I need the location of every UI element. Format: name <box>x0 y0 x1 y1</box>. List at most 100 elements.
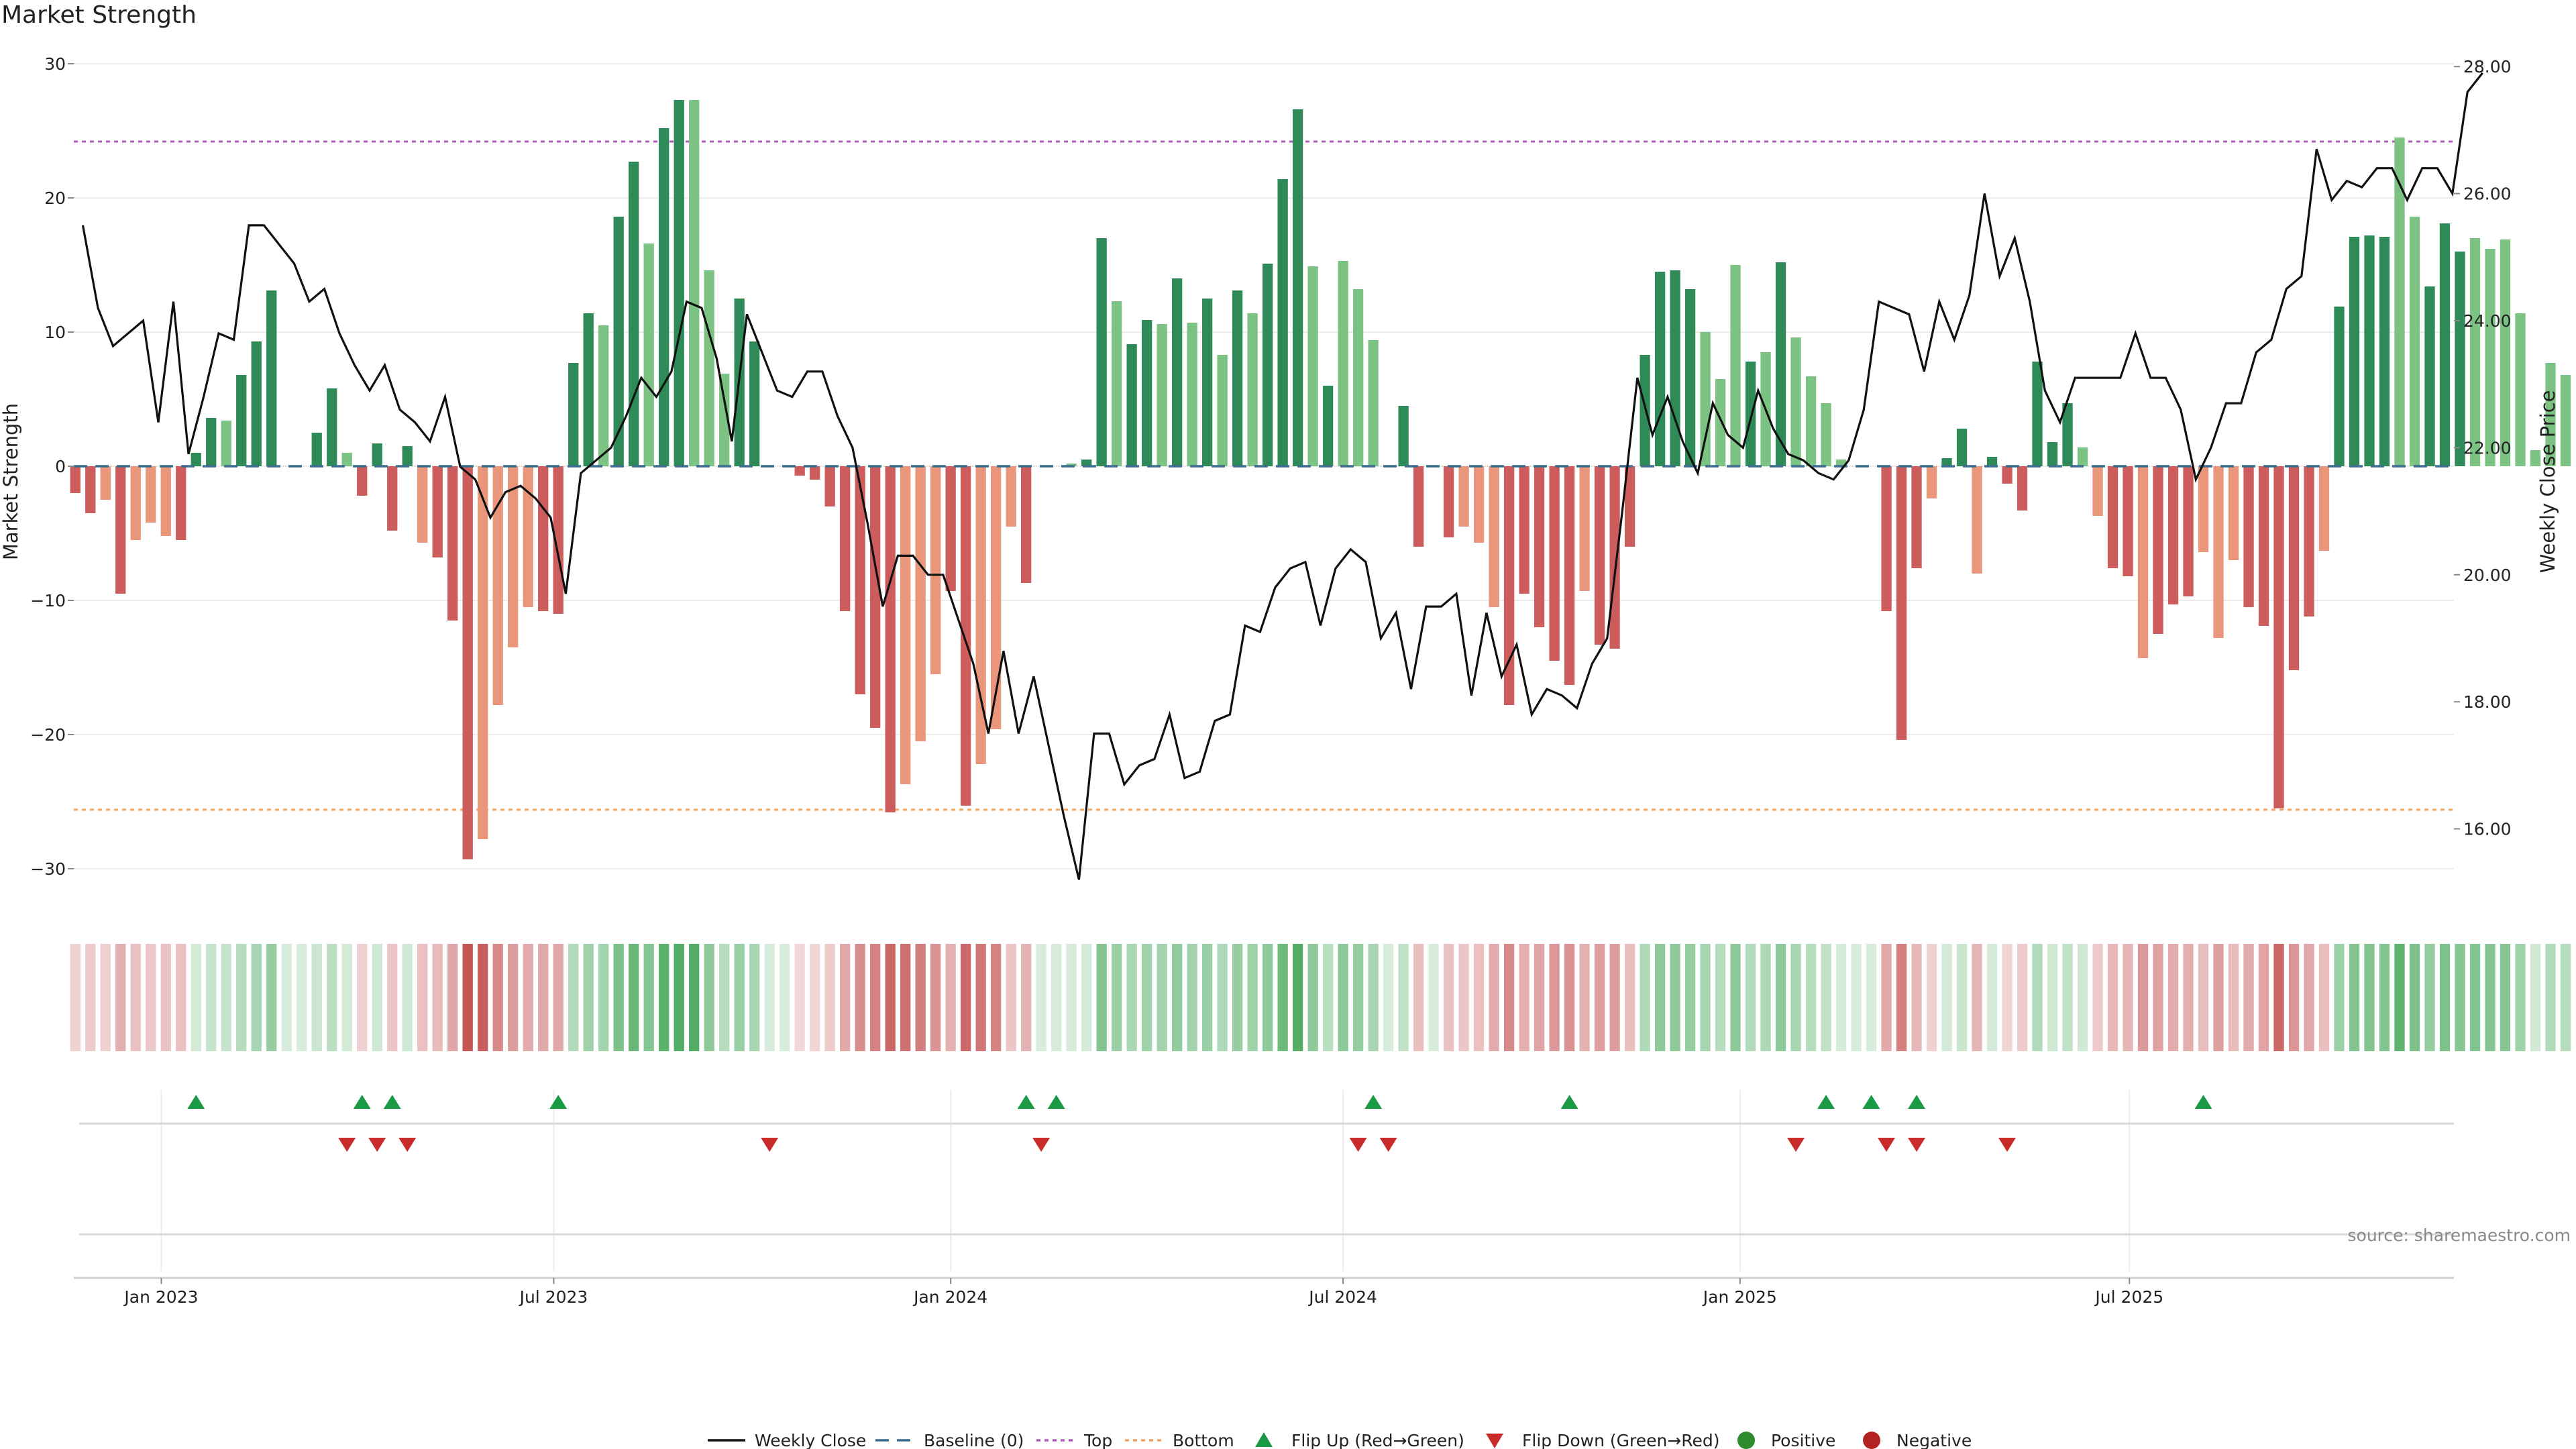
strength-bar <box>266 290 277 466</box>
heat-cell <box>1851 944 1862 1051</box>
heat-cell <box>1338 944 1348 1051</box>
strength-bar <box>1670 270 1680 466</box>
strength-bar <box>2198 466 2209 552</box>
flip-down-marker <box>338 1138 356 1152</box>
strength-bar <box>1579 466 1590 591</box>
heat-cell <box>1579 944 1590 1051</box>
heat-cell <box>613 944 624 1051</box>
heat-cell <box>2304 944 2314 1051</box>
x-tick-label: Jan 2024 <box>912 1287 987 1307</box>
strength-bar <box>2032 362 2043 466</box>
strength-bar <box>1926 466 1937 498</box>
heat-cell <box>1654 944 1666 1051</box>
strength-bar <box>176 466 186 540</box>
strength-bar <box>432 466 443 557</box>
heat-cell <box>991 944 1002 1051</box>
heat-cell <box>2455 944 2465 1051</box>
strength-bar <box>2002 466 2012 484</box>
strength-bar <box>2304 466 2314 616</box>
strength-bar <box>115 466 126 594</box>
heat-cell <box>266 944 277 1051</box>
strength-bar <box>2062 403 2073 466</box>
strength-bar <box>2123 466 2133 576</box>
heat-cell <box>749 944 760 1051</box>
legend-positive: Positive <box>1771 1431 1835 1449</box>
heat-cell <box>2243 944 2254 1051</box>
y2-axis-label: Weekly Close Price <box>2536 390 2559 574</box>
strength-bar <box>2213 466 2224 638</box>
strength-bar <box>1126 344 1137 466</box>
heat-cell <box>1926 944 1937 1051</box>
heat-cell <box>115 944 126 1051</box>
heat-cell <box>915 944 926 1051</box>
strength-bar <box>160 466 171 536</box>
heat-cell <box>1322 944 1334 1051</box>
heat-cell <box>2137 944 2149 1051</box>
heat-cell <box>855 944 865 1051</box>
strength-bar <box>1805 376 1817 466</box>
strength-bar <box>2349 237 2360 466</box>
heat-cell <box>1972 944 1982 1051</box>
strength-bar <box>100 466 111 500</box>
strength-bar <box>2515 313 2526 466</box>
strength-bar <box>1986 457 1998 466</box>
heat-cell <box>1594 944 1605 1051</box>
heat-cell <box>900 944 911 1051</box>
flip-up-marker <box>383 1095 401 1109</box>
heat-cell <box>2409 944 2420 1051</box>
heat-cell <box>1489 944 1499 1051</box>
heat-cell <box>508 944 519 1051</box>
strength-bar <box>70 466 80 493</box>
strength-bar <box>1956 429 1968 466</box>
heat-cell <box>794 944 805 1051</box>
heat-cell <box>764 944 775 1051</box>
heat-cell <box>2002 944 2012 1051</box>
heat-cell <box>2318 944 2330 1051</box>
flip-up-marker <box>1817 1095 1835 1109</box>
flip-up-marker <box>1047 1095 1065 1109</box>
strength-bar <box>1745 362 1756 466</box>
heat-cell <box>462 944 473 1051</box>
strength-bar <box>945 466 956 591</box>
strength-bar <box>749 341 760 466</box>
heat-cell <box>1640 944 1650 1051</box>
heat-cell <box>1217 944 1228 1051</box>
strength-bar <box>492 466 503 705</box>
heat-cell <box>1111 944 1122 1051</box>
strength-bar <box>523 466 533 607</box>
heat-cell <box>568 944 579 1051</box>
heat-cell <box>824 944 835 1051</box>
flip-down-marker <box>761 1138 779 1152</box>
heat-cell <box>2334 944 2345 1051</box>
heat-cell <box>341 944 352 1051</box>
x-tick-label: Jul 2024 <box>1307 1287 1377 1307</box>
source-note: source: sharemaestro.com <box>2348 1226 2571 1245</box>
strength-bar <box>2273 466 2284 808</box>
heat-cell <box>1911 944 1922 1051</box>
heat-cell <box>1187 944 1197 1051</box>
heat-cell <box>810 944 820 1051</box>
heat-cell <box>2062 944 2073 1051</box>
strength-bar <box>206 418 217 466</box>
heat-cell <box>1609 944 1620 1051</box>
chart-title: Market Strength <box>1 1 197 29</box>
heat-cell <box>1443 944 1454 1051</box>
flip-markers-panel <box>187 1095 2212 1152</box>
flip-up-marker <box>2194 1095 2212 1109</box>
strength-bar <box>1594 466 1605 645</box>
strength-bar <box>2318 466 2330 551</box>
heat-cell <box>2273 944 2284 1051</box>
heat-cell <box>885 944 896 1051</box>
legend-flip-up-swatch <box>1255 1432 1273 1447</box>
heat-cell <box>372 944 382 1051</box>
y2-tick-label: 28.00 <box>2463 57 2512 76</box>
strength-bar <box>2288 466 2300 670</box>
legend-positive-swatch <box>1737 1432 1755 1449</box>
strength-bar <box>327 388 337 466</box>
heat-cell <box>870 944 881 1051</box>
heat-cell <box>1006 944 1016 1051</box>
strength-bar <box>915 466 926 741</box>
strength-bar <box>1790 337 1801 466</box>
heat-cell <box>447 944 458 1051</box>
heat-cell <box>297 944 307 1051</box>
